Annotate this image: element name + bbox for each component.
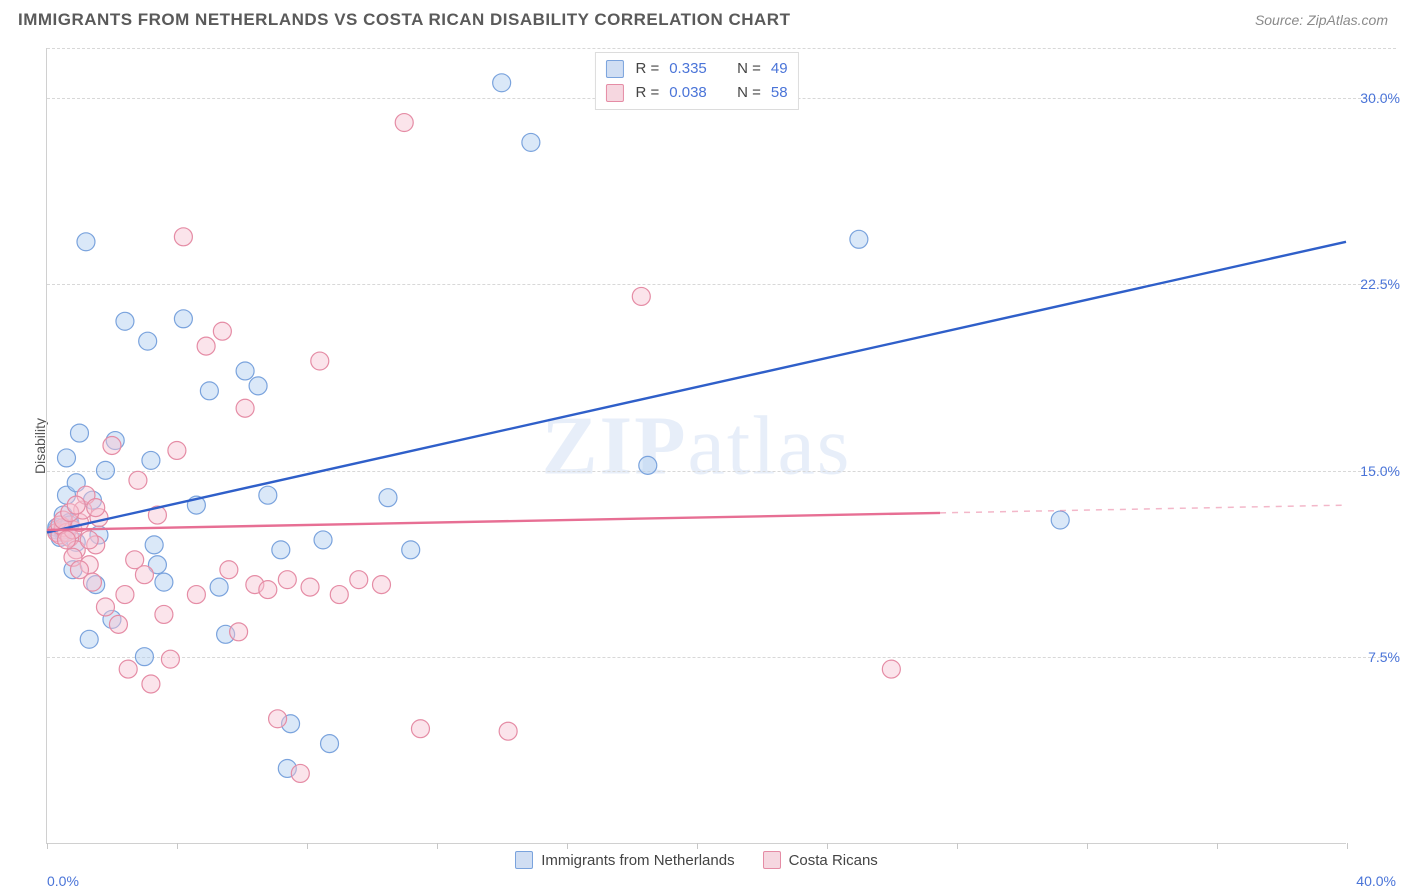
data-point (155, 573, 173, 591)
series-name: Immigrants from Netherlands (541, 852, 734, 869)
source-label: Source: ZipAtlas.com (1255, 12, 1388, 28)
data-point (142, 675, 160, 693)
r-value: 0.335 (669, 57, 707, 81)
data-point (70, 424, 88, 442)
data-point (330, 586, 348, 604)
data-point (850, 230, 868, 248)
data-point (116, 312, 134, 330)
chart-title: IMMIGRANTS FROM NETHERLANDS VS COSTA RIC… (18, 10, 790, 30)
n-value: 58 (771, 81, 788, 105)
swatch-icon (605, 60, 623, 78)
data-point (236, 362, 254, 380)
data-point (197, 337, 215, 355)
correlation-legend: R = 0.335 N = 49 R = 0.038 N = 58 (594, 52, 798, 110)
data-point (372, 576, 390, 594)
data-point (155, 605, 173, 623)
data-point (272, 541, 290, 559)
regression-line (47, 513, 940, 530)
swatch-icon (515, 851, 533, 869)
x-axis-min: 0.0% (47, 873, 79, 889)
y-tick-label: 30.0% (1360, 90, 1400, 106)
data-point (80, 531, 98, 549)
regression-line-extrapolated (940, 505, 1346, 513)
data-point (213, 322, 231, 340)
data-point (395, 114, 413, 132)
r-label: R = (635, 81, 659, 105)
data-point (161, 650, 179, 668)
data-point (77, 233, 95, 251)
data-point (57, 531, 75, 549)
data-point (174, 310, 192, 328)
data-point (70, 561, 88, 579)
data-point (230, 623, 248, 641)
data-point (311, 352, 329, 370)
data-point (411, 720, 429, 738)
x-axis-max: 40.0% (1356, 873, 1396, 889)
data-point (200, 382, 218, 400)
data-point (321, 735, 339, 753)
data-point (67, 496, 85, 514)
data-point (96, 598, 114, 616)
data-point (259, 486, 277, 504)
series-legend: Immigrants from Netherlands Costa Ricans (47, 851, 1346, 869)
data-point (109, 615, 127, 633)
data-point (220, 561, 238, 579)
data-point (350, 571, 368, 589)
data-point (96, 461, 114, 479)
data-point (145, 536, 163, 554)
data-point (135, 648, 153, 666)
data-point (639, 456, 657, 474)
data-point (632, 287, 650, 305)
data-point (499, 722, 517, 740)
data-point (314, 531, 332, 549)
data-point (522, 133, 540, 151)
data-point (119, 660, 137, 678)
data-point (174, 228, 192, 246)
data-point (87, 499, 105, 517)
data-point (278, 571, 296, 589)
data-point (80, 630, 98, 648)
r-label: R = (635, 57, 659, 81)
n-label: N = (737, 81, 761, 105)
data-point (135, 566, 153, 584)
data-point (291, 764, 309, 782)
data-point (249, 377, 267, 395)
data-point (402, 541, 420, 559)
data-point (493, 74, 511, 92)
swatch-icon (763, 851, 781, 869)
data-point (1051, 511, 1069, 529)
data-point (379, 489, 397, 507)
data-point (882, 660, 900, 678)
swatch-icon (605, 84, 623, 102)
data-point (168, 441, 186, 459)
data-point (116, 586, 134, 604)
data-point (57, 449, 75, 467)
y-tick-label: 7.5% (1368, 649, 1400, 665)
data-point (129, 471, 147, 489)
y-tick-label: 15.0% (1360, 463, 1400, 479)
data-point (103, 437, 121, 455)
data-point (187, 586, 205, 604)
data-point (301, 578, 319, 596)
scatter-plot (47, 48, 1346, 843)
data-point (269, 710, 287, 728)
series-name: Costa Ricans (789, 852, 878, 869)
data-point (236, 399, 254, 417)
chart-area: ZIPatlas 7.5%15.0%22.5%30.0% R = 0.335 N… (46, 48, 1346, 844)
data-point (210, 578, 228, 596)
r-value: 0.038 (669, 81, 707, 105)
n-label: N = (737, 57, 761, 81)
data-point (259, 581, 277, 599)
data-point (142, 451, 160, 469)
n-value: 49 (771, 57, 788, 81)
data-point (139, 332, 157, 350)
regression-line (47, 242, 1346, 533)
y-tick-label: 22.5% (1360, 276, 1400, 292)
